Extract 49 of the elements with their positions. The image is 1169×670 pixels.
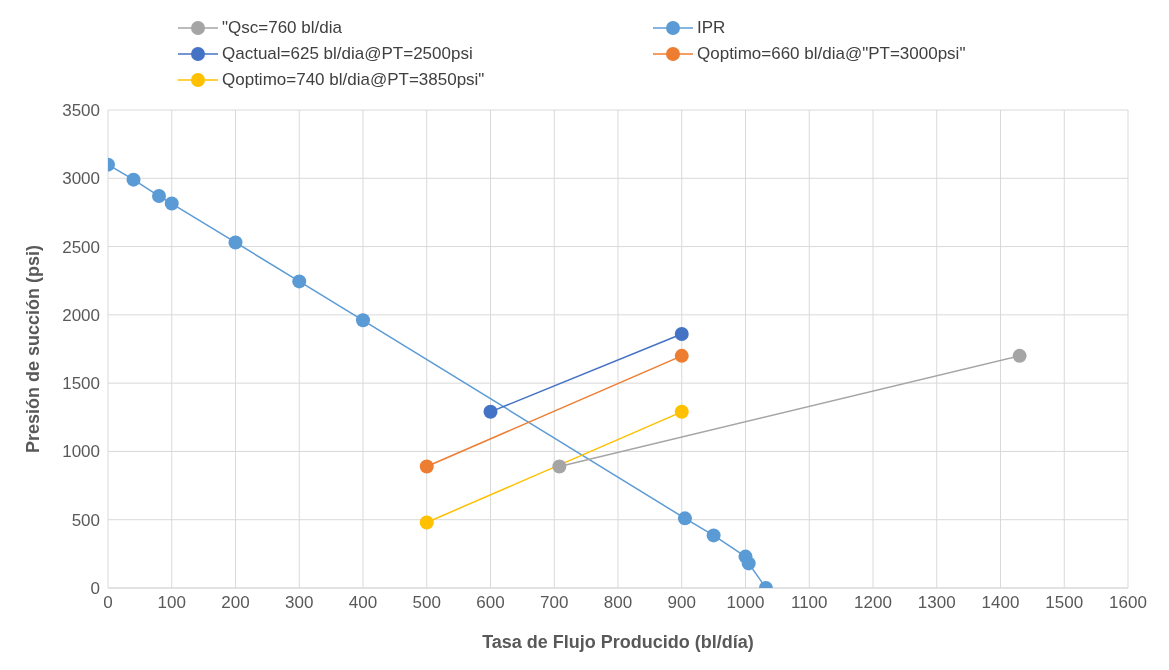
x-tick-label: 200 bbox=[221, 593, 250, 613]
legend-label: IPR bbox=[697, 18, 726, 38]
point bbox=[152, 189, 166, 204]
x-tick-label: 300 bbox=[285, 593, 314, 613]
point bbox=[552, 459, 567, 474]
x-tick-label: 900 bbox=[667, 593, 696, 613]
legend-label: Qoptimo=660 bl/dia@"PT=3000psi" bbox=[697, 44, 966, 64]
x-tick-label: 100 bbox=[157, 593, 186, 613]
x-tick-label: 1300 bbox=[917, 593, 956, 613]
legend-label: Qoptimo=740 bl/dia@PT=3850psi" bbox=[222, 70, 485, 90]
point bbox=[674, 326, 689, 341]
point bbox=[677, 511, 692, 526]
x-tick-label: 0 bbox=[103, 593, 113, 613]
x-tick-label: 800 bbox=[603, 593, 633, 613]
y-tick-label: 1500 bbox=[62, 374, 100, 394]
x-tick-label: 1500 bbox=[1045, 593, 1084, 613]
x-tick-label: 500 bbox=[412, 593, 441, 613]
y-axis-title: Presión de succión (psi) bbox=[23, 244, 44, 454]
x-tick-label: 700 bbox=[540, 593, 569, 613]
x-tick-label: 1100 bbox=[790, 593, 828, 613]
point bbox=[419, 515, 434, 530]
x-tick-label: 1000 bbox=[726, 593, 765, 613]
x-tick-label: 1200 bbox=[854, 593, 892, 613]
y-tick-label: 500 bbox=[71, 510, 100, 530]
x-tick-label: 1400 bbox=[981, 593, 1020, 613]
point bbox=[1012, 348, 1027, 363]
point bbox=[356, 313, 370, 328]
x-axis-title: Tasa de Flujo Producido (bl/día) bbox=[482, 632, 754, 652]
y-tick-label: 3500 bbox=[62, 101, 100, 121]
point bbox=[483, 404, 498, 419]
point bbox=[164, 196, 179, 211]
y-tick-label: 3000 bbox=[62, 169, 100, 189]
legend-label: Qactual=625 bl/dia@PT=2500psi bbox=[222, 44, 473, 64]
point bbox=[674, 404, 689, 419]
point bbox=[126, 172, 141, 187]
y-tick-label: 0 bbox=[90, 579, 100, 599]
y-tick-label: 2000 bbox=[62, 305, 100, 325]
x-tick-label: 600 bbox=[476, 593, 505, 613]
x-tick-label: 400 bbox=[348, 593, 378, 613]
y-tick-label: 2500 bbox=[62, 237, 100, 257]
y-tick-label: 1000 bbox=[62, 442, 100, 462]
point bbox=[228, 235, 243, 250]
point bbox=[292, 274, 307, 289]
point bbox=[741, 556, 756, 571]
point bbox=[674, 348, 689, 363]
point bbox=[419, 459, 434, 474]
legend-label: "Qsc=760 bl/dia bbox=[222, 18, 342, 38]
point bbox=[706, 528, 721, 543]
x-tick-label: 1600 bbox=[1109, 593, 1147, 613]
